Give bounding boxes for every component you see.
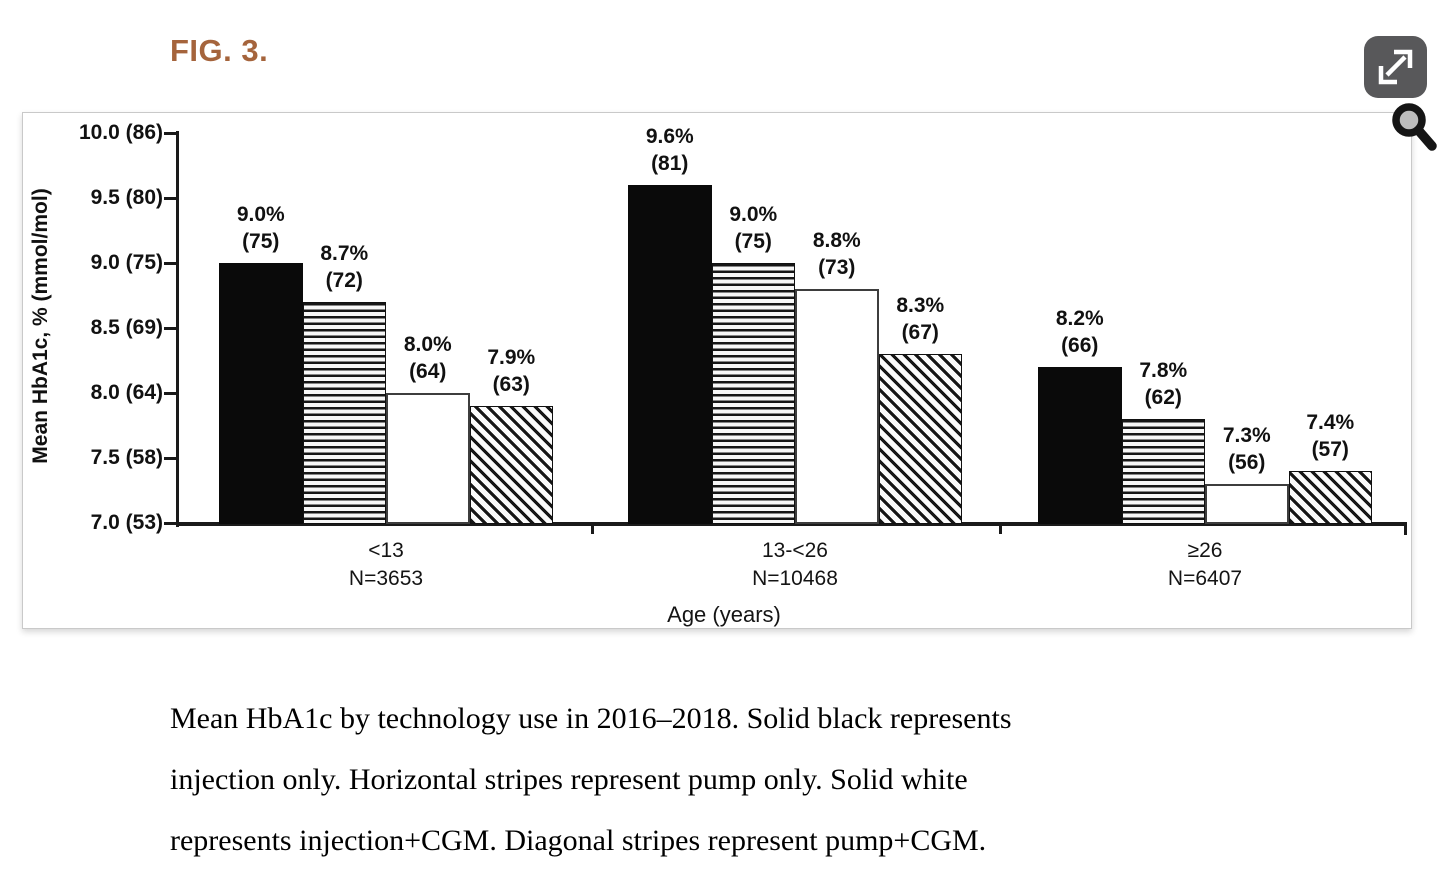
zoom-magnifier-icon[interactable] xyxy=(1390,101,1438,153)
y-axis xyxy=(176,131,179,527)
y-axis-tick xyxy=(164,196,177,200)
bar-injection-only xyxy=(219,263,303,524)
bar-pump-CGM xyxy=(1288,471,1372,524)
caption-line: injection only. Horizontal stripes repre… xyxy=(170,763,968,796)
bar-value-label: 8.2% (66) xyxy=(1055,307,1104,357)
y-tick-label: 8.0 (64) xyxy=(90,381,163,404)
y-axis-tick xyxy=(164,326,177,330)
bar-pump-CGM xyxy=(469,406,553,524)
bar-injection-only xyxy=(1038,367,1122,524)
expand-button[interactable] xyxy=(1364,36,1427,98)
caption-line: Mean HbA1c by technology use in 2016–201… xyxy=(170,702,1012,735)
y-tick-label: 9.0 (75) xyxy=(90,251,163,274)
bar-value-label: 8.7% (72) xyxy=(320,242,369,292)
y-tick-label: 10.0 (86) xyxy=(78,121,163,144)
bar-value-label: 7.3% (56) xyxy=(1222,424,1271,474)
x-axis-end-tick xyxy=(1404,525,1407,535)
x-group-label: <13 N=3653 xyxy=(348,539,424,590)
y-tick-label: 8.5 (69) xyxy=(90,316,163,339)
expand-icon xyxy=(1364,49,1427,101)
bar-pump-only xyxy=(1121,419,1205,524)
bar-injection-only xyxy=(628,185,712,524)
bar-value-label: 8.0% (64) xyxy=(403,333,452,383)
bar-value-label: 7.9% (63) xyxy=(487,346,536,396)
y-axis-tick xyxy=(164,456,177,460)
caption-line: represents injection+CGM. Diagonal strip… xyxy=(170,824,987,857)
bar-value-label: 9.0% (75) xyxy=(729,203,778,253)
bar-injection-CGM xyxy=(386,393,470,524)
bar-value-label: 7.4% (57) xyxy=(1306,411,1355,461)
y-axis-tick xyxy=(164,261,177,265)
y-axis-title: Mean HbA1c, % (mmol/mol) xyxy=(29,188,52,464)
bar-injection-CGM xyxy=(1205,484,1289,524)
bar-value-label: 9.0% (75) xyxy=(236,203,285,253)
bar-injection-CGM xyxy=(795,289,879,524)
bar-value-label: 9.6% (81) xyxy=(645,125,694,175)
x-group-label: ≥26 N=6407 xyxy=(1167,539,1243,590)
y-tick-label: 9.5 (80) xyxy=(90,186,163,209)
bar-pump-CGM xyxy=(878,354,962,524)
bar-value-label: 8.3% (67) xyxy=(896,294,945,344)
figure-caption: Mean HbA1c by technology use in 2016–201… xyxy=(170,688,1230,871)
x-group-label: 13-<26 N=10468 xyxy=(752,539,838,590)
y-tick-label: 7.0 (53) xyxy=(90,511,163,534)
bar-pump-only xyxy=(711,263,795,524)
y-tick-label: 7.5 (58) xyxy=(90,446,163,469)
x-axis-title: Age (years) xyxy=(667,602,781,627)
figure-chart-panel: 10.0 (86) 9.5 (80) 9.0 (75) 8.5 (69) 8.0 (64… xyxy=(22,112,1412,629)
bar-value-label: 8.8% (73) xyxy=(812,229,861,279)
figure-label: FIG. 3. xyxy=(170,33,269,68)
bar-pump-only xyxy=(302,302,386,524)
x-axis-tick xyxy=(999,525,1002,534)
y-axis-tick xyxy=(164,521,177,525)
y-axis-tick xyxy=(164,131,177,135)
x-axis-tick xyxy=(591,525,594,534)
y-axis-tick xyxy=(164,391,177,395)
bar-value-label: 7.8% (62) xyxy=(1139,359,1188,409)
